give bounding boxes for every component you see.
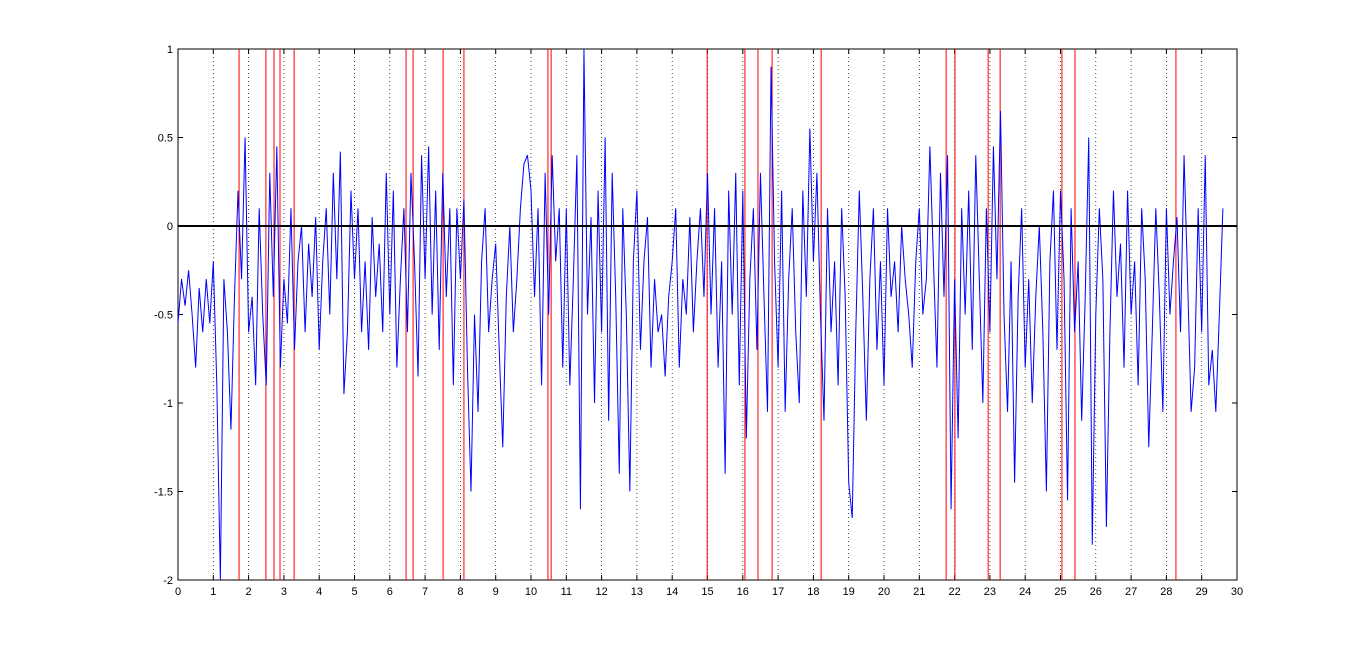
y-tick-label: 0.5 [158, 133, 173, 145]
x-tick-label: 16 [737, 586, 749, 598]
x-tick-label: 1 [210, 586, 216, 598]
x-tick-label: 29 [1196, 586, 1208, 598]
x-tick-label: 20 [878, 586, 890, 598]
x-tick-label: 6 [387, 586, 393, 598]
x-tick-label: 14 [666, 586, 678, 598]
y-tick-label: -1.5 [154, 487, 173, 499]
x-tick-label: 28 [1160, 586, 1172, 598]
x-tick-label: 10 [525, 586, 537, 598]
x-tick-label: 30 [1231, 586, 1243, 598]
x-tick-label: 25 [1054, 586, 1066, 598]
y-tick-label: -2 [163, 575, 173, 587]
x-tick-label: 12 [595, 586, 607, 598]
x-tick-label: 18 [807, 586, 819, 598]
y-tick-label: 1 [167, 44, 173, 56]
x-tick-label: 8 [457, 586, 463, 598]
x-tick-label: 15 [701, 586, 713, 598]
x-tick-label: 27 [1125, 586, 1137, 598]
x-tick-label: 22 [948, 586, 960, 598]
x-tick-label: 24 [1019, 586, 1031, 598]
x-tick-label: 2 [246, 586, 252, 598]
x-tick-label: 26 [1090, 586, 1102, 598]
x-tick-label: 0 [175, 586, 181, 598]
x-tick-label: 11 [561, 586, 572, 598]
y-tick-label: -0.5 [154, 310, 173, 322]
y-tick-label: 0 [167, 221, 173, 233]
x-tick-label: 23 [984, 586, 996, 598]
x-tick-label: 17 [772, 586, 784, 598]
x-tick-label: 13 [631, 586, 643, 598]
signal-line [177, 48, 1224, 581]
x-tick-label: 3 [281, 586, 287, 598]
x-tick-label: 5 [351, 586, 357, 598]
y-tick-label: -1 [163, 398, 173, 410]
x-tick-label: 7 [422, 586, 428, 598]
x-tick-label: 19 [843, 586, 855, 598]
x-tick-label: 9 [493, 586, 499, 598]
x-tick-label: 21 [913, 586, 925, 598]
x-tick-label: 4 [316, 586, 322, 598]
